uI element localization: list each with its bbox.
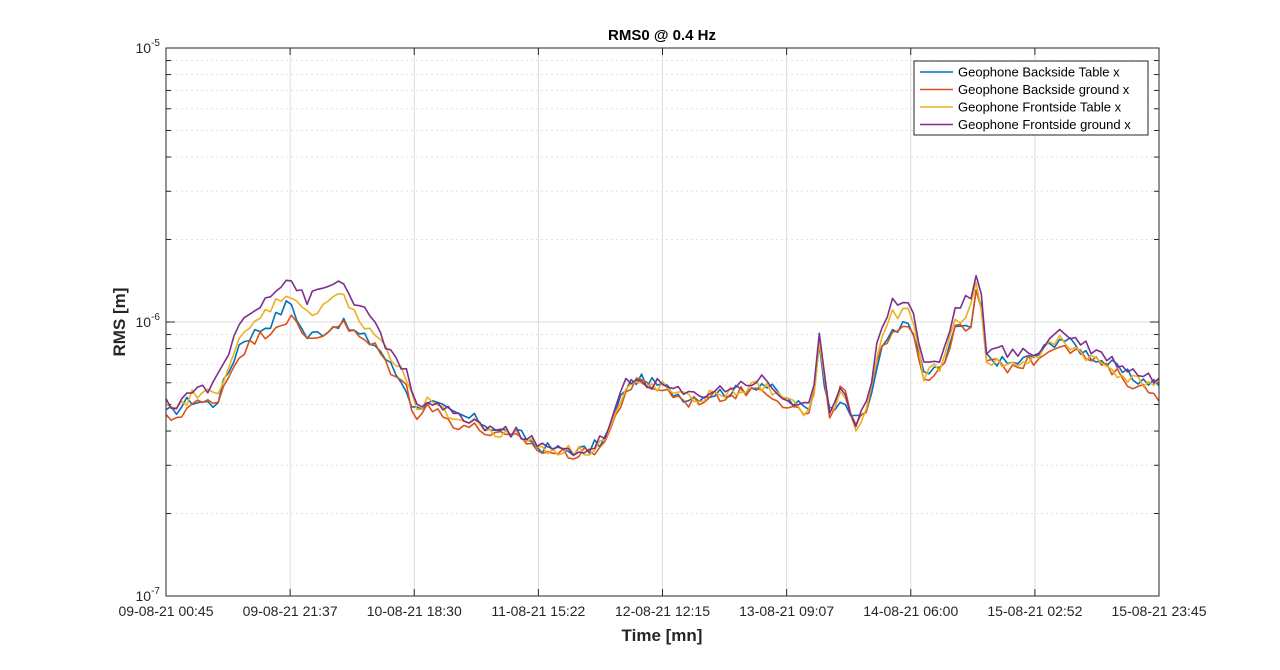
y-tick-label: 10-7 — [136, 586, 161, 604]
x-axis-title: Time [mn] — [622, 626, 703, 645]
chart-title: RMS0 @ 0.4 Hz — [608, 27, 716, 44]
series-line — [165, 274, 1160, 457]
series-lines — [165, 274, 1160, 460]
x-tick-label: 15-08-21 23:45 — [1112, 603, 1207, 619]
y-tick-label: 10-6 — [136, 312, 161, 330]
x-tick-label: 09-08-21 21:37 — [243, 603, 338, 619]
x-tick-label: 09-08-21 00:45 — [119, 603, 214, 619]
series-line — [165, 281, 1160, 457]
legend: Geophone Backside Table x Geophone Backsi… — [913, 60, 1149, 136]
x-tick-label: 11-08-21 15:22 — [491, 603, 585, 619]
x-tick-label: 10-08-21 18:30 — [367, 603, 462, 619]
y-axis-title: RMS [m] — [110, 288, 129, 357]
legend-label: Geophone Frontside Table x — [958, 100, 1122, 115]
x-tick-label: 12-08-21 12:15 — [615, 603, 710, 619]
legend-label: Geophone Backside ground x — [958, 82, 1130, 97]
major-grid — [166, 48, 1159, 596]
legend-box — [913, 60, 1149, 136]
legend-label: Geophone Frontside ground x — [958, 117, 1131, 132]
x-axis-ticks: 09-08-21 00:45 09-08-21 21:37 10-08-21 18:… — [119, 48, 1207, 619]
legend-label: Geophone Backside Table x — [958, 65, 1120, 80]
series-line — [165, 289, 1160, 460]
x-tick-label: 14-08-21 06:00 — [863, 603, 958, 619]
y-axis-ticks: 10-7 10-6 10-5 — [136, 38, 1159, 604]
y-tick-label: 10-5 — [136, 38, 161, 56]
x-tick-label: 13-08-21 09:07 — [739, 603, 834, 619]
x-tick-label: 15-08-21 02:52 — [987, 603, 1082, 619]
